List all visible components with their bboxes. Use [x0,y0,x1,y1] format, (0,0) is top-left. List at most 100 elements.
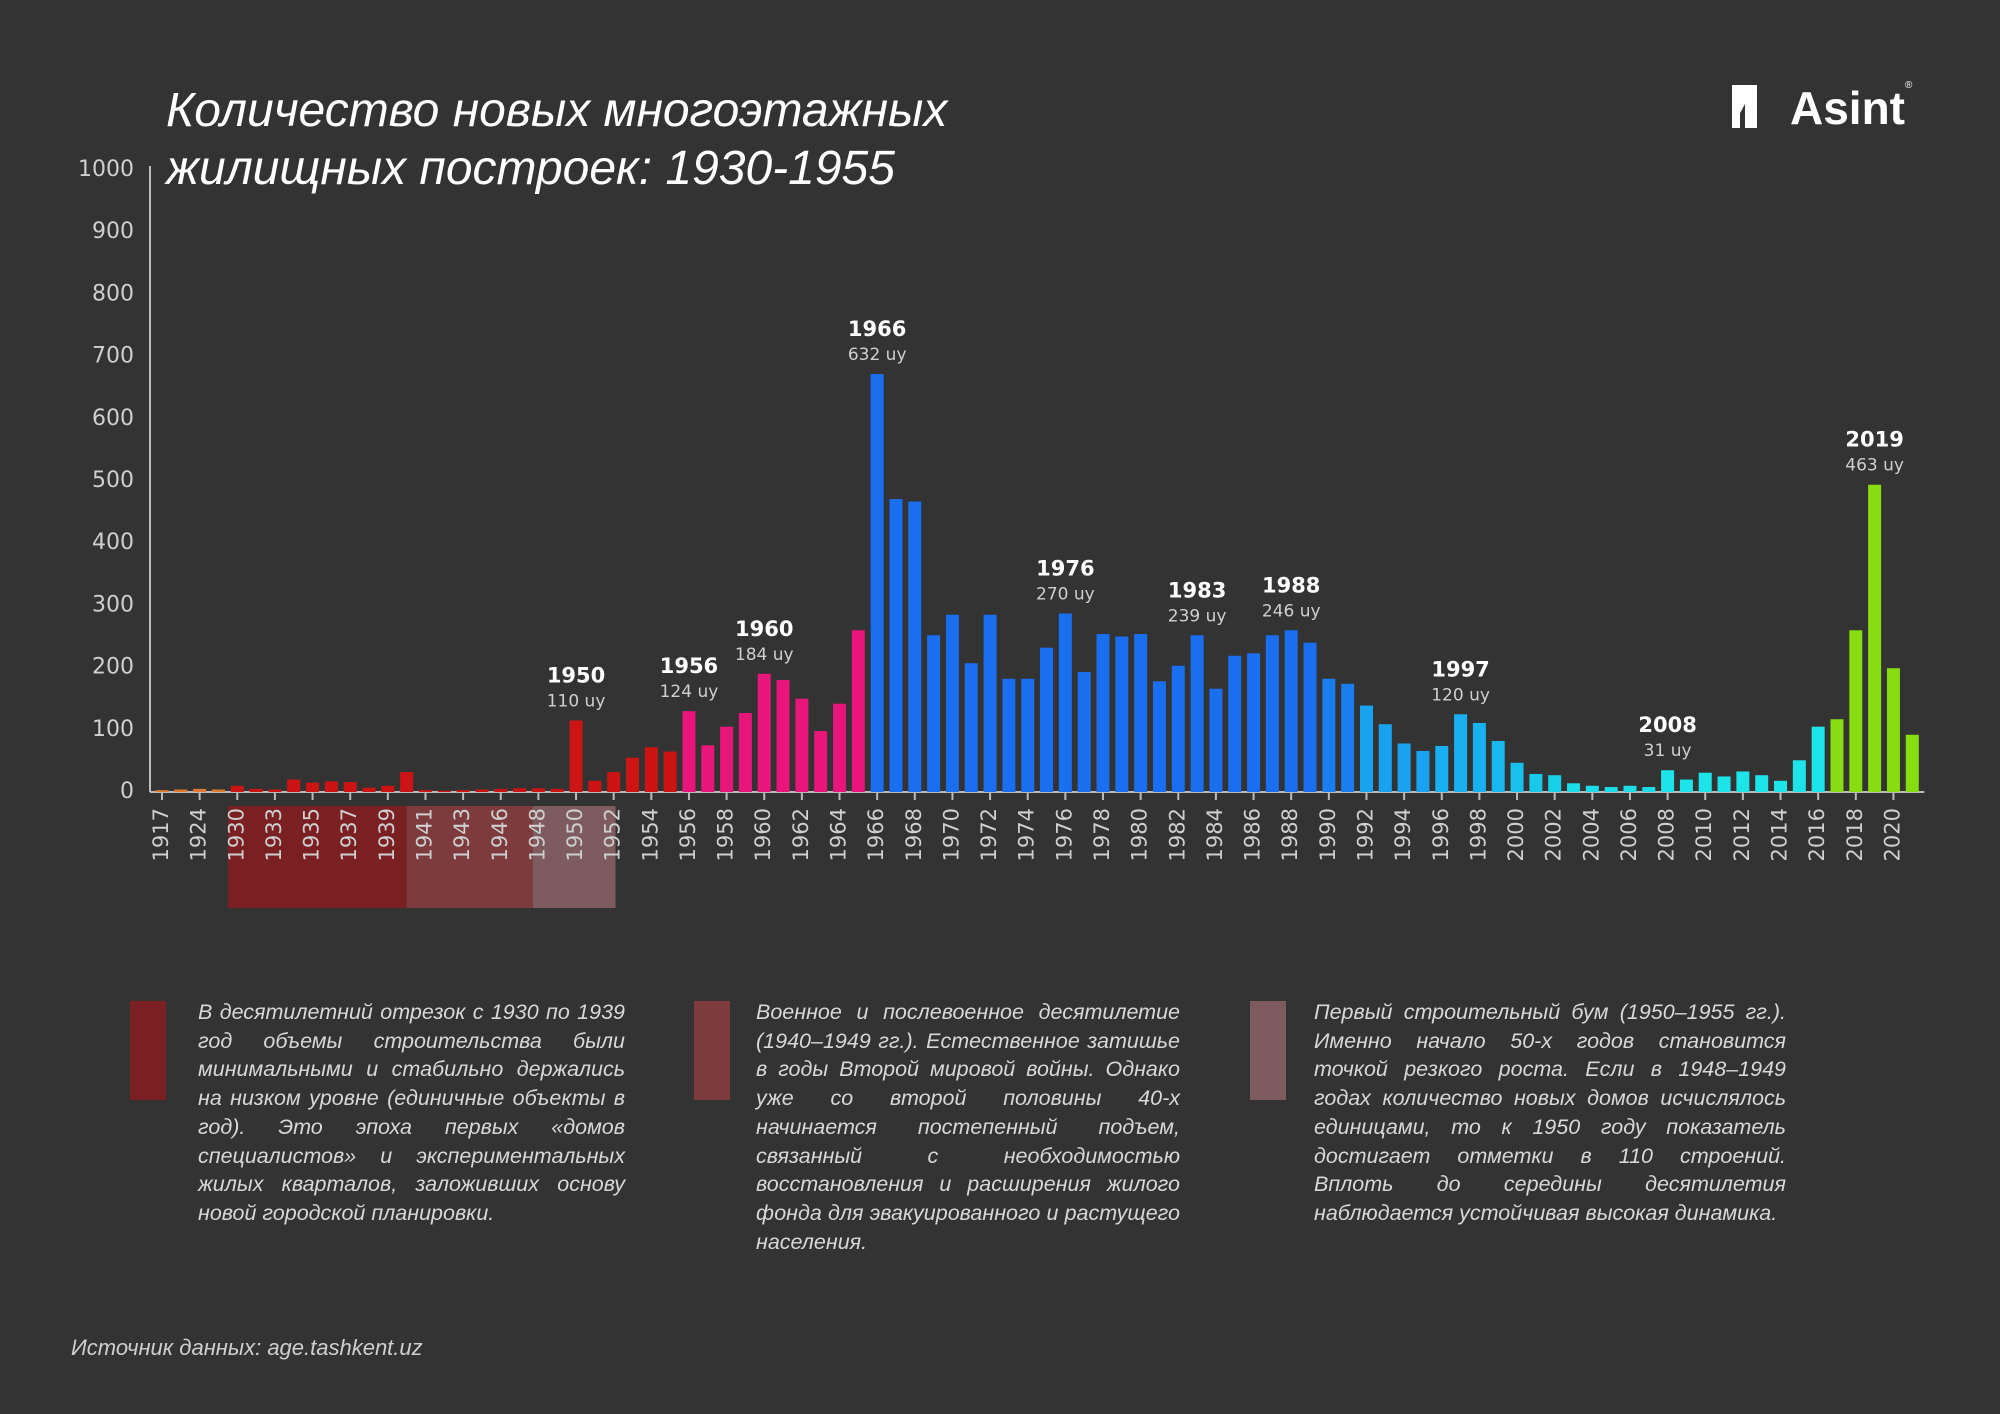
annotation-label: 463 uy [1845,456,1904,476]
annotation-label: 246 uy [1262,601,1321,621]
bar [1548,775,1562,792]
bar [1435,745,1449,792]
annotation-label: 31 uy [1644,741,1692,761]
annotation-year: 1956 [660,654,718,678]
bar [1247,653,1261,792]
bar [1416,750,1430,792]
bar [1886,668,1900,792]
legend-swatch [694,1001,730,1100]
bar [1774,780,1788,792]
annotation-label: 632 uy [848,345,907,365]
bar [343,782,357,792]
x-tick-label: 1978 [1090,808,1114,861]
bar [1284,630,1298,792]
x-tick-label: 1948 [525,808,549,861]
bar [1303,642,1317,792]
bar [1698,772,1712,792]
brand-mark: ® [1905,80,1913,91]
bar [249,788,263,792]
bar [1378,724,1392,792]
legend-text: Военное и послевоенное десятилетие (1940… [756,1000,1180,1254]
bar [193,788,207,792]
bar [1529,773,1543,792]
bar [1058,613,1072,792]
x-tick-label: 2016 [1805,808,1829,861]
annotation-label: 239 uy [1168,606,1227,626]
x-tick-label: 1984 [1203,808,1227,861]
x-tick-label: 1917 [149,808,173,861]
logo-icon [1732,85,1757,128]
x-tick-label: 1956 [676,808,700,861]
bar [155,790,169,792]
bar [1905,734,1919,792]
bar [1096,634,1110,792]
bar [795,698,809,792]
x-tick-label: 1976 [1052,808,1076,861]
x-tick-label: 1954 [638,808,662,861]
x-tick-label: 2008 [1655,808,1679,861]
bar [1077,671,1091,792]
annotation-label: 124 uy [660,682,719,702]
period-band [406,806,533,908]
bar [1322,678,1336,792]
x-tick-label: 1966 [864,808,888,861]
bar [1623,785,1637,792]
bar [437,790,451,792]
bar [908,501,922,792]
x-tick-label: 2010 [1692,808,1716,861]
x-tick-label: 1960 [751,808,775,861]
y-tick-label: 100 [92,717,134,742]
bar [1040,647,1054,792]
annotation-year: 2019 [1845,428,1903,452]
bar [475,789,489,792]
annotation-year: 2008 [1638,713,1696,737]
bar [1585,785,1599,792]
bar [1679,779,1693,792]
bar [362,787,376,792]
bar [1134,634,1148,792]
period-band [227,806,407,908]
x-tick-label: 1988 [1278,808,1302,861]
bar [1868,484,1882,792]
bar [381,785,395,792]
x-tick-label: 1972 [977,808,1001,861]
annotation-year: 1997 [1431,657,1489,681]
bar [400,772,414,792]
x-tick-label: 2006 [1617,808,1641,861]
bar [513,788,527,792]
bar [174,789,188,792]
annotation-year: 1988 [1262,573,1320,597]
y-tick-label: 700 [92,344,134,369]
annotation-label: 270 uy [1036,584,1095,604]
bar [1190,635,1204,792]
bar [1717,776,1731,792]
bar [494,788,508,792]
x-tick-label: 1992 [1353,808,1377,861]
x-tick-label: 1982 [1165,808,1189,861]
bar [287,779,301,792]
x-tick-label: 1970 [939,808,963,861]
legend-swatch [1250,1001,1286,1100]
y-tick-label: 900 [92,219,134,244]
legend-swatch [130,1001,166,1100]
bar [1115,636,1129,792]
bar [211,789,225,792]
x-tick-label: 1994 [1391,808,1415,861]
x-tick-label: 2018 [1843,808,1867,861]
y-tick-label: 1000 [78,157,134,182]
x-tick-label: 1937 [337,808,361,861]
legend-text: Первый строительный бум (1950–1955 гг.).… [1314,1000,1786,1225]
bar [1454,714,1468,792]
annotation-year: 1966 [848,317,906,341]
x-tick-label: 1950 [563,808,587,861]
x-tick-label: 1958 [714,808,738,861]
bar [1472,722,1486,792]
bar [1849,630,1863,792]
x-tick-label: 2012 [1730,808,1754,861]
x-tick-label: 2014 [1768,808,1792,861]
brand-name: Asint [1790,82,1905,134]
bar [757,673,771,792]
bar [776,680,790,792]
